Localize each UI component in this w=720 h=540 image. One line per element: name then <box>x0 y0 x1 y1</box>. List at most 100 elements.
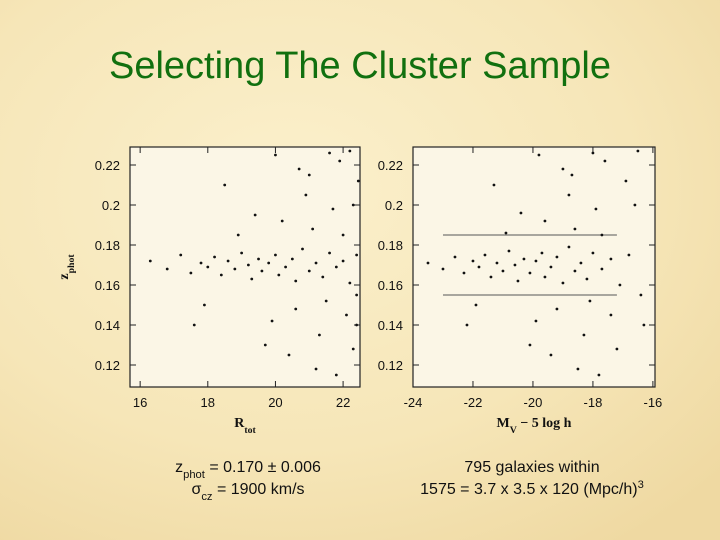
galaxy-point <box>301 247 304 251</box>
caption-line: 795 galaxies within <box>464 459 599 476</box>
galaxy-point <box>267 261 271 265</box>
galaxy-point <box>341 259 345 263</box>
galaxy-point <box>609 313 613 317</box>
galaxy-point <box>540 251 544 255</box>
text-segment: R <box>234 416 245 431</box>
galaxy-point <box>507 249 511 253</box>
galaxy-point <box>179 253 183 257</box>
x-axis-label: Rtot <box>234 416 256 436</box>
x-tick-label: 18 <box>201 395 215 410</box>
galaxy-point <box>483 253 487 257</box>
galaxy-point <box>585 277 589 281</box>
galaxy-point <box>579 261 583 265</box>
text-segment: 795 galaxies within <box>464 459 599 476</box>
galaxy-point <box>356 179 360 183</box>
y-tick-label: 0.18 <box>378 238 403 253</box>
text-segment: M <box>497 416 510 431</box>
galaxy-point <box>561 167 565 171</box>
galaxy-point <box>294 307 298 311</box>
y-tick-label: 0.12 <box>95 358 120 373</box>
galaxy-point <box>280 219 284 223</box>
galaxy-point <box>618 283 622 287</box>
galaxy-point <box>307 173 311 177</box>
galaxy-point <box>504 231 508 235</box>
galaxy-point <box>513 263 517 267</box>
galaxy-point <box>328 251 331 255</box>
galaxy-point <box>522 257 526 261</box>
galaxy-point <box>348 149 352 153</box>
galaxy-point <box>246 263 250 267</box>
y-tick-label: 0.18 <box>95 238 120 253</box>
galaxy-point <box>519 211 523 215</box>
galaxy-point <box>495 261 499 265</box>
x-tick-label: 22 <box>336 395 350 410</box>
galaxy-point <box>203 303 206 307</box>
galaxy-point <box>537 153 541 157</box>
galaxy-point <box>270 319 274 323</box>
plot-area <box>412 146 656 388</box>
galaxy-point <box>492 183 496 187</box>
galaxy-point <box>534 319 538 323</box>
galaxy-point <box>311 227 315 231</box>
galaxy-point <box>304 193 308 197</box>
galaxy-point <box>274 153 277 157</box>
text-segment: 3 <box>638 479 644 491</box>
galaxy-point <box>341 233 345 237</box>
galaxy-point <box>351 347 355 351</box>
plot-area <box>129 146 361 388</box>
galaxy-point <box>543 275 547 279</box>
galaxy-point <box>274 253 277 257</box>
x-axis-label: MV − 5 log h <box>497 416 572 436</box>
x-tick-label: -20 <box>524 395 543 410</box>
galaxy-point <box>240 251 244 255</box>
galaxy-point <box>555 255 559 259</box>
galaxy-point <box>345 313 348 317</box>
galaxy-point <box>260 269 264 273</box>
galaxy-point <box>314 261 318 265</box>
galaxy-point <box>206 265 210 269</box>
galaxy-point <box>192 323 196 327</box>
galaxy-point <box>290 257 294 261</box>
galaxy-point <box>348 281 352 285</box>
galaxy-point <box>165 267 169 271</box>
text-segment: tot <box>244 425 256 436</box>
galaxy-point <box>501 269 505 273</box>
slide-title: Selecting The Cluster Sample <box>109 45 611 87</box>
text-segment: = 1900 km/s <box>213 481 305 498</box>
galaxy-point <box>441 267 445 271</box>
caption-line: σcz = 1900 km/s <box>191 481 304 503</box>
y-tick-label: 0.12 <box>378 358 403 373</box>
galaxy-point <box>477 265 481 269</box>
text-segment: V <box>510 425 517 436</box>
galaxy-point <box>567 245 571 249</box>
galaxy-point <box>277 273 281 277</box>
galaxy-point <box>588 299 592 303</box>
galaxy-point <box>321 275 325 279</box>
x-tick-label: -24 <box>404 395 423 410</box>
galaxy-point <box>597 373 601 377</box>
galaxy-point <box>257 257 260 261</box>
galaxy-point <box>567 193 571 197</box>
galaxy-point <box>284 265 287 269</box>
galaxy-point <box>355 253 359 257</box>
galaxy-point <box>624 179 628 183</box>
galaxy-point <box>576 367 580 371</box>
x-tick-label: -18 <box>584 395 603 410</box>
x-tick-label: 20 <box>268 395 282 410</box>
x-tick-label: -16 <box>644 395 663 410</box>
galaxy-point <box>549 265 553 269</box>
galaxy-point <box>633 203 637 207</box>
galaxy-point <box>573 269 577 273</box>
galaxy-point <box>226 259 230 263</box>
galaxy-point <box>355 323 359 327</box>
galaxy-point <box>250 277 254 281</box>
galaxy-point <box>639 293 643 297</box>
galaxy-point <box>516 279 520 283</box>
galaxy-point <box>213 255 216 259</box>
galaxy-point <box>600 267 604 271</box>
galaxy-point <box>223 183 227 187</box>
galaxy-point <box>453 255 457 259</box>
galaxy-point <box>570 173 574 177</box>
